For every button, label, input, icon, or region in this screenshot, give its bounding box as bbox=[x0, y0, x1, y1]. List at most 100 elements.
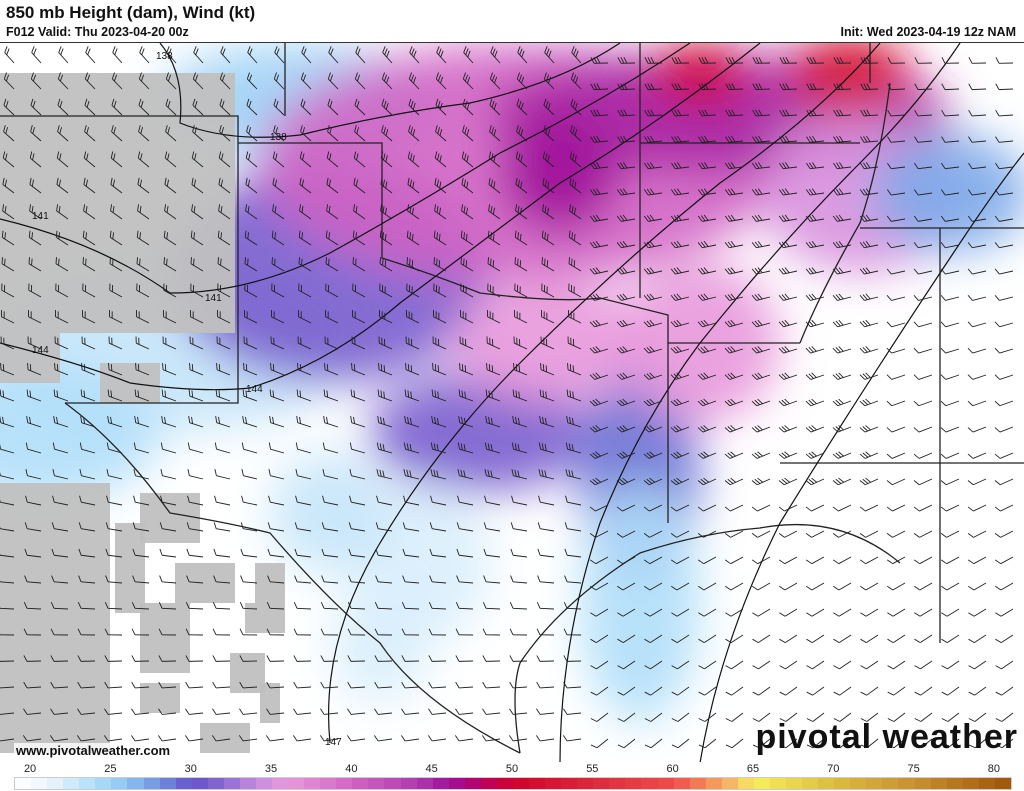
wind-barb bbox=[319, 735, 339, 742]
barb-flag bbox=[245, 204, 248, 211]
barb-staff bbox=[595, 634, 609, 643]
barb-flag bbox=[273, 98, 277, 106]
barb-flag bbox=[784, 319, 790, 326]
terrain-patch bbox=[245, 603, 285, 633]
wind-barb bbox=[132, 548, 150, 558]
wind-barb bbox=[941, 582, 960, 591]
wind-barb bbox=[269, 415, 285, 428]
barb-staff bbox=[0, 448, 15, 454]
wind-barb bbox=[994, 321, 1014, 328]
wind-barb bbox=[913, 452, 933, 459]
barb-staff bbox=[621, 218, 636, 222]
barb-flag bbox=[486, 336, 488, 344]
barb-flag bbox=[347, 601, 352, 609]
wind-barb bbox=[698, 162, 717, 170]
barb-flag bbox=[355, 46, 359, 53]
barb-flag bbox=[886, 400, 893, 407]
barb-flag bbox=[138, 337, 140, 345]
barb-flag bbox=[323, 389, 326, 397]
barb-flag bbox=[914, 638, 921, 643]
wind-barb bbox=[778, 188, 798, 196]
wind-barb bbox=[322, 442, 339, 454]
barb-staff bbox=[272, 184, 285, 194]
barb-flag bbox=[620, 136, 625, 143]
barb-flag bbox=[434, 177, 437, 185]
wind-barb bbox=[510, 548, 528, 558]
barb-staff bbox=[514, 263, 528, 272]
barb-flag bbox=[193, 46, 197, 53]
wind-barb bbox=[427, 735, 447, 742]
barb-staff bbox=[0, 528, 15, 532]
barb-flag bbox=[595, 319, 601, 326]
barb-staff bbox=[271, 289, 285, 298]
wind-barb bbox=[347, 655, 366, 662]
barb-flag bbox=[466, 181, 469, 189]
wind-barb bbox=[536, 655, 555, 662]
wind-barb bbox=[751, 188, 771, 196]
barb-staff bbox=[812, 660, 825, 670]
barb-staff bbox=[512, 607, 528, 610]
barb-staff bbox=[26, 607, 42, 610]
barb-flag bbox=[967, 400, 974, 407]
barb-flag bbox=[191, 151, 195, 159]
website-link[interactable]: www.pivotalweather.com bbox=[14, 743, 173, 758]
barb-flag bbox=[616, 242, 622, 249]
wind-barb bbox=[940, 295, 960, 301]
barb-flag bbox=[354, 311, 356, 319]
barb-staff bbox=[377, 686, 393, 689]
contour-label: 144 bbox=[32, 345, 49, 356]
height-contour bbox=[327, 43, 881, 744]
barb-staff bbox=[515, 184, 528, 194]
wind-barb bbox=[913, 556, 933, 565]
barb-flag bbox=[778, 295, 784, 301]
barb-staff bbox=[893, 738, 906, 749]
barb-staff bbox=[434, 157, 447, 168]
wind-barb bbox=[563, 681, 582, 689]
barb-staff bbox=[837, 166, 852, 170]
barb-staff bbox=[703, 504, 717, 512]
barb-flag bbox=[33, 48, 37, 55]
wind-barb bbox=[752, 135, 771, 143]
barb-flag bbox=[547, 181, 550, 189]
barb-staff bbox=[325, 316, 339, 324]
barb-staff bbox=[325, 263, 339, 272]
wind-barb bbox=[751, 504, 771, 512]
barb-flag bbox=[865, 346, 871, 352]
wind-barb bbox=[670, 451, 690, 459]
wind-barb bbox=[407, 204, 420, 220]
barb-flag bbox=[160, 442, 163, 450]
barb-flag bbox=[541, 230, 544, 238]
wind-barb bbox=[267, 548, 285, 558]
wind-barb bbox=[806, 686, 825, 696]
barb-flag bbox=[778, 374, 785, 380]
barb-flag bbox=[246, 311, 248, 319]
barb-staff bbox=[189, 369, 204, 376]
barb-staff bbox=[271, 263, 285, 272]
barb-flag bbox=[516, 311, 518, 319]
barb-staff bbox=[351, 554, 366, 558]
barb-staff bbox=[516, 131, 528, 142]
wind-barb bbox=[325, 283, 339, 298]
barb-flag bbox=[516, 125, 519, 132]
barb-flag bbox=[546, 286, 548, 294]
barb-staff bbox=[650, 712, 663, 722]
terrain-patch bbox=[230, 653, 265, 693]
colorbar-swatch bbox=[15, 778, 32, 789]
barb-staff bbox=[380, 236, 393, 246]
wind-barb bbox=[376, 442, 393, 454]
wind-barb bbox=[219, 125, 231, 142]
barb-flag bbox=[573, 260, 576, 267]
barb-staff bbox=[758, 686, 771, 696]
barb-flag bbox=[412, 181, 415, 189]
barb-staff bbox=[811, 504, 825, 512]
barb-flag bbox=[967, 242, 973, 249]
barb-flag bbox=[670, 268, 676, 275]
barb-flag bbox=[862, 241, 868, 248]
barb-staff bbox=[270, 581, 285, 584]
weather-map[interactable]: 138 138 141 141 144 144 147 bbox=[0, 42, 1024, 763]
barb-flag bbox=[573, 48, 577, 55]
wind-barb bbox=[455, 628, 474, 636]
barb-flag bbox=[439, 207, 441, 215]
wind-barb bbox=[590, 686, 609, 696]
barb-staff bbox=[81, 395, 96, 402]
